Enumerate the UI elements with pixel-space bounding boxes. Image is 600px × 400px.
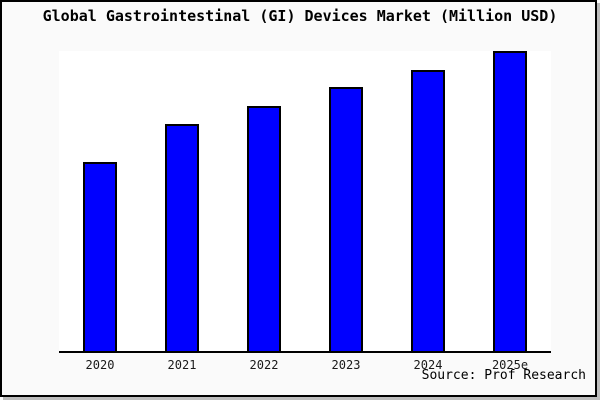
plot-area [59, 51, 551, 353]
x-tick-label-2022: 2022 [249, 358, 279, 372]
bar-2020 [83, 162, 117, 351]
bar-2024 [411, 70, 445, 351]
source-note: Source: Prof Research [421, 368, 586, 383]
x-tick-label-2020: 2020 [85, 358, 115, 372]
x-axis-labels: 2020 2021 2022 2023 2024 2025e [59, 358, 551, 374]
bar-2023 [329, 87, 363, 351]
bar-2025e [493, 51, 527, 351]
x-tick-label-2025e: 2025e [491, 358, 529, 372]
bar-2022 [247, 106, 281, 351]
bar-2021 [165, 124, 199, 351]
chart-title: Global Gastrointestinal (GI) Devices Mar… [42, 7, 558, 25]
x-tick-label-2024: 2024 [413, 358, 443, 372]
x-tick-label-2023: 2023 [331, 358, 361, 372]
x-tick-label-2021: 2021 [167, 358, 197, 372]
